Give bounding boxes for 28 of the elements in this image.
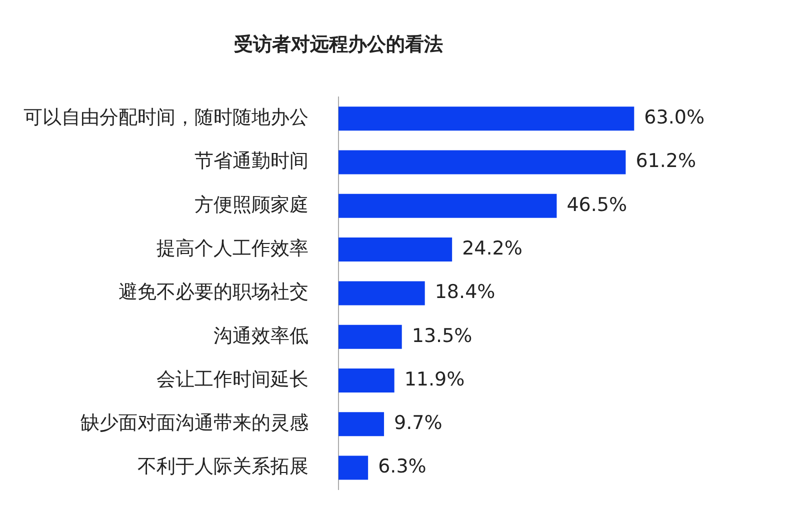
y-tick-label: 不利于人际关系拓展 [138, 456, 308, 478]
bar [338, 281, 425, 306]
y-tick-label: 可以自由分配时间，随时随地办公 [24, 106, 308, 129]
y-tick-label: 提高个人工作效率 [156, 237, 308, 260]
data-label: 9.7% [394, 412, 442, 434]
data-label: 18.4% [434, 281, 496, 304]
data-label: 24.2% [462, 237, 522, 260]
bar [338, 412, 384, 436]
data-label: 6.3% [378, 456, 426, 478]
y-tick-label: 缺少面对面沟通带来的灵感 [80, 412, 308, 434]
bar [338, 368, 394, 392]
bar [338, 106, 634, 131]
y-tick-label: 方便照顾家庭 [194, 194, 308, 216]
y-tick-label: 节省通勤时间 [194, 150, 308, 172]
bar [338, 150, 626, 174]
data-label: 13.5% [412, 324, 472, 347]
bar [338, 238, 452, 262]
chart-title: 受访者对远程办公的看法 [234, 33, 443, 56]
bar [338, 194, 557, 218]
bar [338, 324, 402, 349]
data-label: 63.0% [644, 106, 705, 129]
y-tick-label: 避免不必要的职场社交 [118, 281, 308, 304]
y-tick-label: 会让工作时间延长 [156, 368, 308, 390]
data-label: 61.2% [636, 150, 696, 172]
data-label: 46.5% [566, 194, 628, 216]
y-tick-label: 沟通效率低 [214, 324, 308, 347]
data-label: 11.9% [404, 368, 465, 390]
bar [338, 456, 368, 480]
